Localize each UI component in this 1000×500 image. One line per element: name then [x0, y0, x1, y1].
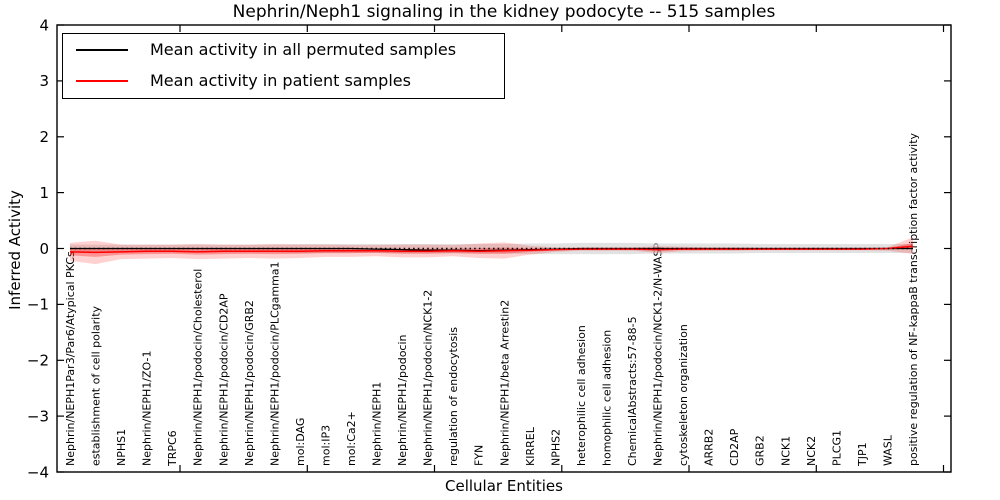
- y-tick-label: −3: [27, 407, 49, 425]
- x-tick-label: Nephrin/NEPH1/podocin/PLCgamma1: [268, 261, 281, 466]
- legend-item-label: Mean activity in all permuted samples: [150, 40, 457, 59]
- x-tick-label: Nephrin/NEPH1/beta Arrestin2: [498, 300, 511, 466]
- x-tick-label: establishment of cell polarity: [90, 305, 103, 466]
- y-ticks: [57, 24, 951, 473]
- x-tick-label: NCK1: [779, 436, 792, 466]
- x-tick-label: positive regulation of NF-kappaB transcr…: [907, 132, 920, 466]
- x-axis-label: Cellular Entities: [445, 477, 563, 495]
- legend: Mean activity in all permuted samples Me…: [62, 33, 505, 99]
- x-tick-label: NPHS1: [115, 429, 128, 466]
- x-tick-label: cytoskeleton organization: [677, 324, 690, 466]
- x-tick-label: ARRB2: [703, 429, 716, 466]
- x-tick-label: Nephrin/NEPH1Par3/Par6/Atypical PKCs: [64, 251, 77, 466]
- legend-item-patient: Mean activity in patient samples: [63, 65, 504, 96]
- y-tick-label: −2: [27, 352, 49, 370]
- x-tick-label: Nephrin/NEPH1/podocin/GRB2: [243, 300, 256, 466]
- x-tick-label: mol:Ca2+: [345, 411, 358, 466]
- chart-title: Nephrin/Neph1 signaling in the kidney po…: [232, 2, 776, 22]
- x-tick-label: TRPC6: [166, 430, 179, 467]
- x-tick-label: Nephrin/NEPH1/podocin/NCK1-2: [422, 290, 435, 466]
- legend-item-label: Mean activity in patient samples: [150, 71, 411, 90]
- x-tick-label: GRB2: [754, 435, 767, 466]
- x-tick-label: regulation of endocytosis: [447, 327, 460, 466]
- x-tick-label: mol:DAG: [294, 418, 307, 466]
- x-tick-label: Nephrin/NEPH1/podocin/CD2AP: [217, 293, 230, 466]
- x-tick-label: ChemicalAbstracts:57-88-5: [626, 316, 639, 466]
- y-tick-label: 2: [39, 128, 49, 146]
- y-tick-label: −4: [27, 463, 49, 481]
- x-tick-label: mol:IP3: [320, 425, 333, 466]
- x-tick-label: homophilic cell adhesion: [601, 330, 614, 466]
- patient-mean-line: [69, 245, 914, 254]
- x-tick-label: TJP1: [856, 442, 869, 467]
- x-ticks: [179, 25, 945, 472]
- x-tick-label: KIRREL: [524, 426, 537, 466]
- y-tick-label: 3: [39, 72, 49, 90]
- x-tick-label: Nephrin/NEPH1/podocin/NCK1-2/N-WASP: [652, 242, 665, 466]
- x-tick-label: heterophilic cell adhesion: [575, 325, 588, 466]
- x-tick-label: NPHS2: [549, 429, 562, 466]
- x-tick-label: Nephrin/NEPH1: [371, 382, 384, 466]
- legend-line-swatch-permuted: [76, 48, 128, 51]
- y-tick-label: −1: [27, 296, 49, 314]
- legend-item-permuted: Mean activity in all permuted samples: [63, 34, 504, 65]
- y-tick-label: 0: [39, 240, 49, 258]
- x-tick-labels: Nephrin/NEPH1Par3/Par6/Atypical PKCs esta…: [64, 132, 920, 467]
- x-tick-label: NCK2: [805, 436, 818, 466]
- x-tick-label: WASL: [882, 434, 895, 466]
- x-tick-label: FYN: [473, 445, 486, 466]
- y-tick-labels: 4 3 2 1 0 −1 −2 −3 −4: [27, 16, 49, 481]
- x-tick-label: PLCG1: [830, 430, 843, 466]
- y-tick-label: 1: [39, 184, 49, 202]
- y-tick-label: 4: [39, 16, 49, 34]
- x-tick-label: Nephrin/NEPH1/ZO-1: [141, 351, 154, 466]
- x-tick-label: Nephrin/NEPH1/podocin: [396, 334, 409, 466]
- x-tick-label: Nephrin/NEPH1/podocin/Cholesterol: [192, 269, 205, 466]
- x-tick-label: CD2AP: [728, 428, 741, 466]
- legend-line-swatch-patient: [76, 79, 128, 82]
- y-axis-label: Inferred Activity: [6, 190, 24, 310]
